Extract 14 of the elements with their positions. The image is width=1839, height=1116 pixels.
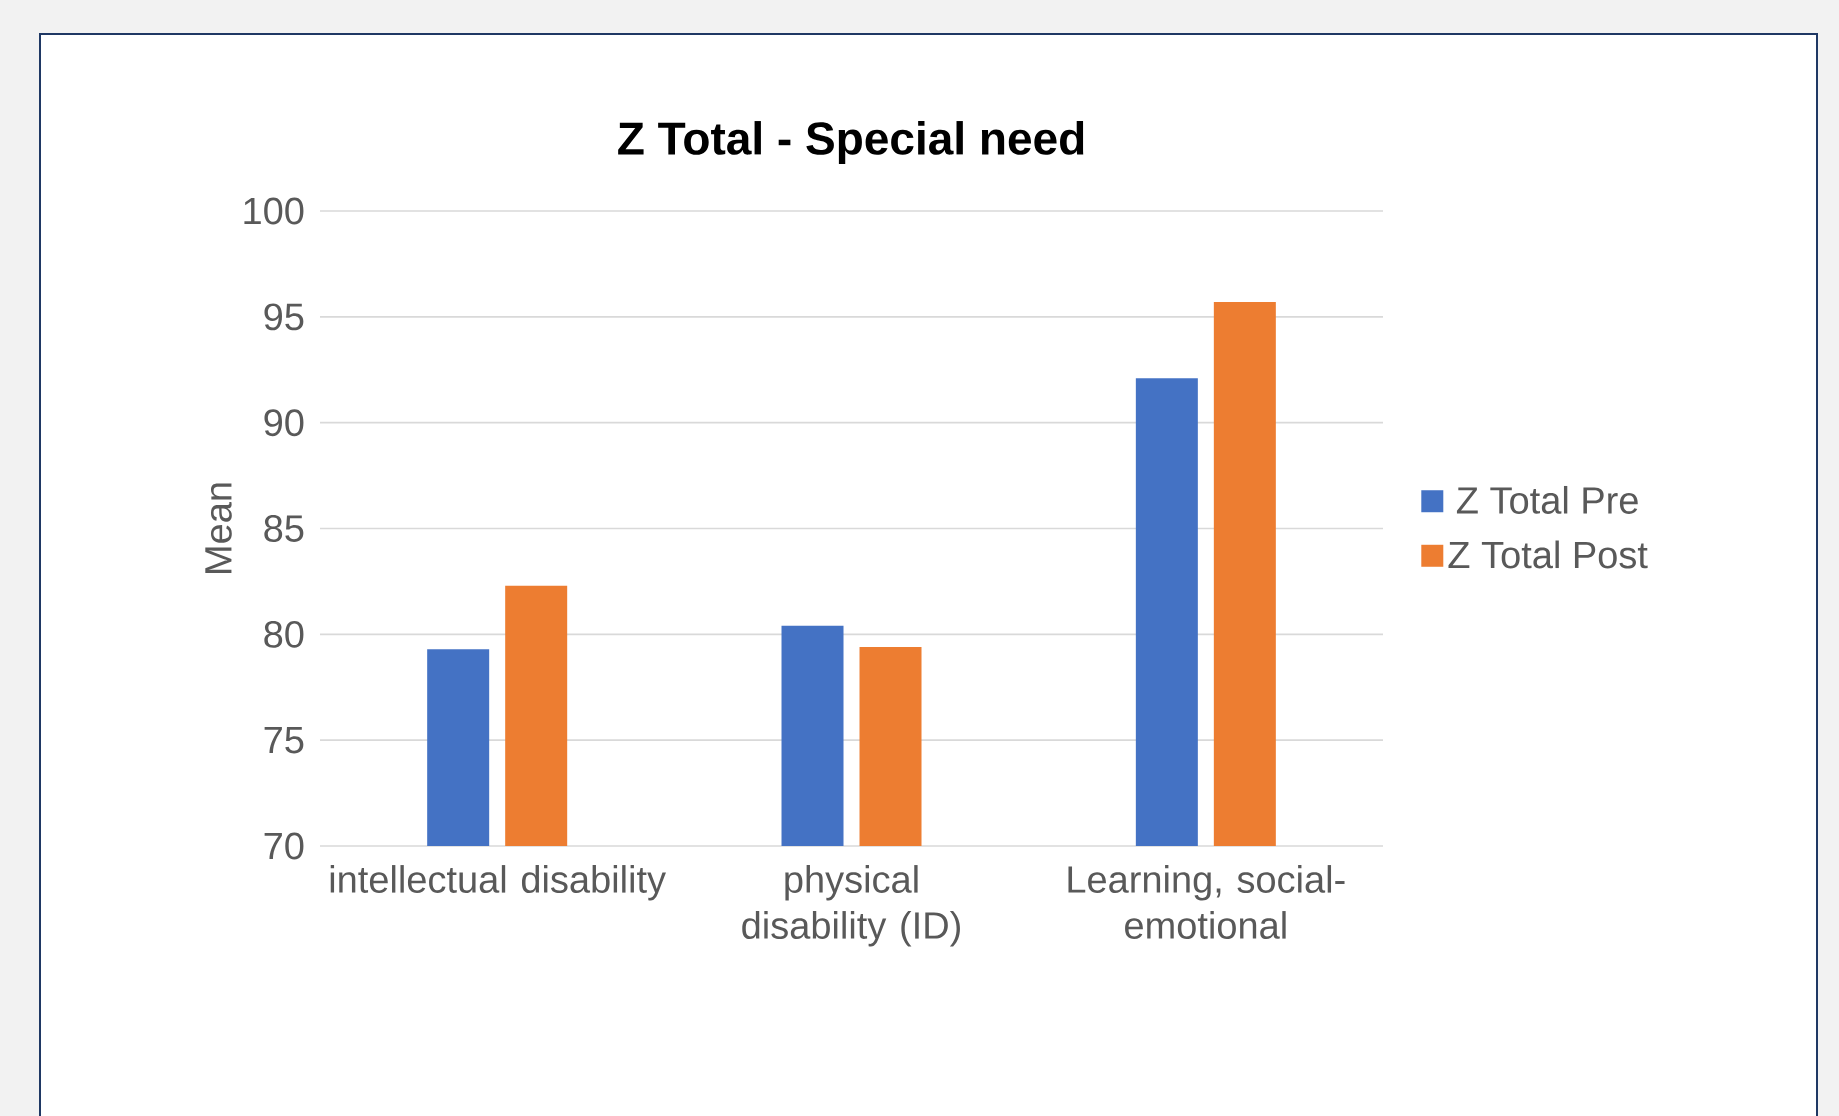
y-axis-title: Mean bbox=[205, 483, 232, 573]
y-tick-label: 75 bbox=[264, 726, 304, 754]
y-tick-label: 80 bbox=[264, 620, 304, 648]
chart-title: Z Total - Special need bbox=[618, 121, 1084, 164]
y-tick-label: 100 bbox=[244, 197, 304, 225]
x-tick-label: physical disability (ID) bbox=[742, 865, 960, 947]
y-tick-label: 95 bbox=[264, 303, 304, 331]
y-tick-label: 90 bbox=[264, 409, 304, 437]
x-tick-label: intellectual disability bbox=[330, 865, 666, 901]
legend-label: Z Total Pre bbox=[1456, 485, 1638, 514]
legend-label: Z Total Post bbox=[1448, 540, 1648, 569]
y-tick-label: 85 bbox=[264, 515, 304, 542]
x-tick-label: Learning, social-emotional bbox=[1068, 865, 1345, 939]
y-tick-label: 70 bbox=[264, 832, 304, 860]
